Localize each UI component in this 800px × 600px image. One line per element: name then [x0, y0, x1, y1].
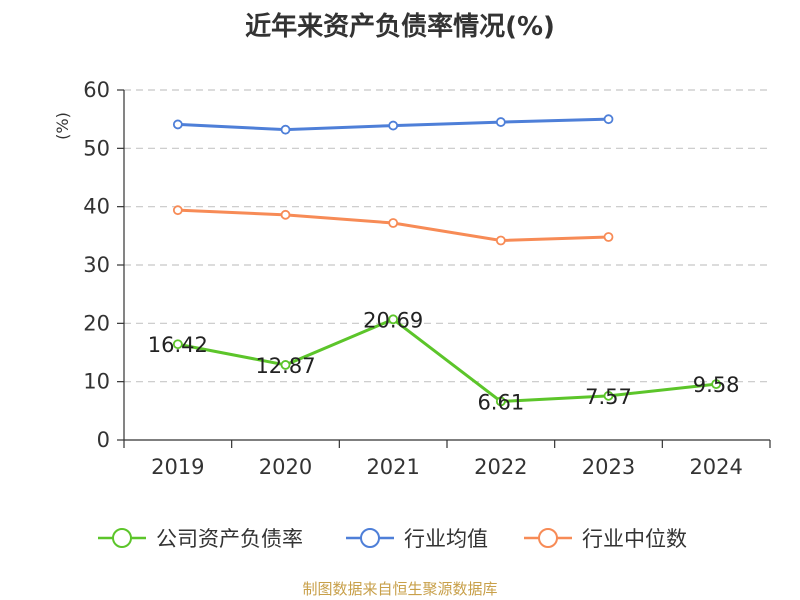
- y-tick-label: 50: [83, 136, 110, 160]
- legend-marker: [112, 528, 132, 548]
- data-point: [495, 396, 506, 407]
- data-point: [388, 120, 399, 131]
- data-point: [388, 314, 399, 325]
- data-point: [172, 119, 183, 130]
- data-point: [388, 218, 399, 228]
- y-tick-label: 0: [97, 428, 110, 452]
- data-label: 6.61: [477, 390, 524, 414]
- legend-label: 行业中位数: [582, 527, 687, 551]
- data-point: [603, 114, 614, 125]
- x-tick-label: 2019: [151, 455, 204, 479]
- x-tick-label: 2023: [582, 455, 635, 479]
- x-tick-label: 2021: [366, 455, 419, 479]
- y-tick-label: 30: [83, 253, 110, 277]
- data-point: [280, 360, 291, 370]
- y-tick-label: 60: [83, 78, 110, 102]
- data-point: [280, 209, 291, 220]
- data-point: [495, 117, 506, 127]
- data-point: [495, 235, 506, 246]
- data-point: [172, 205, 183, 216]
- source-note: 制图数据来自恒生聚源数据库: [302, 580, 497, 598]
- data-point: [172, 339, 183, 350]
- x-tick-label: 2020: [259, 455, 312, 479]
- legend-label: 公司资产负债率: [156, 527, 303, 551]
- data-label: 12.87: [255, 354, 315, 378]
- data-point: [603, 390, 614, 401]
- y-tick-label: 40: [83, 195, 110, 219]
- y-tick-label: 20: [83, 311, 110, 335]
- data-label: 20.69: [363, 308, 423, 332]
- legend-marker: [360, 528, 380, 548]
- legend-marker: [538, 528, 558, 548]
- y-tick-label: 10: [83, 370, 110, 394]
- data-label: 9.58: [693, 373, 740, 397]
- legend-label: 行业均值: [404, 527, 488, 551]
- data-point: [603, 232, 614, 242]
- data-point: [280, 124, 291, 135]
- series-line: [177, 317, 717, 403]
- y-axis-label: (%): [53, 112, 72, 140]
- data-point: [711, 379, 722, 390]
- data-label: 16.42: [148, 333, 208, 357]
- chart-title: 近年来资产负债率情况(%): [245, 12, 555, 42]
- data-label: 7.57: [585, 385, 632, 409]
- x-tick-label: 2022: [474, 455, 527, 479]
- x-tick-label: 2024: [689, 455, 742, 479]
